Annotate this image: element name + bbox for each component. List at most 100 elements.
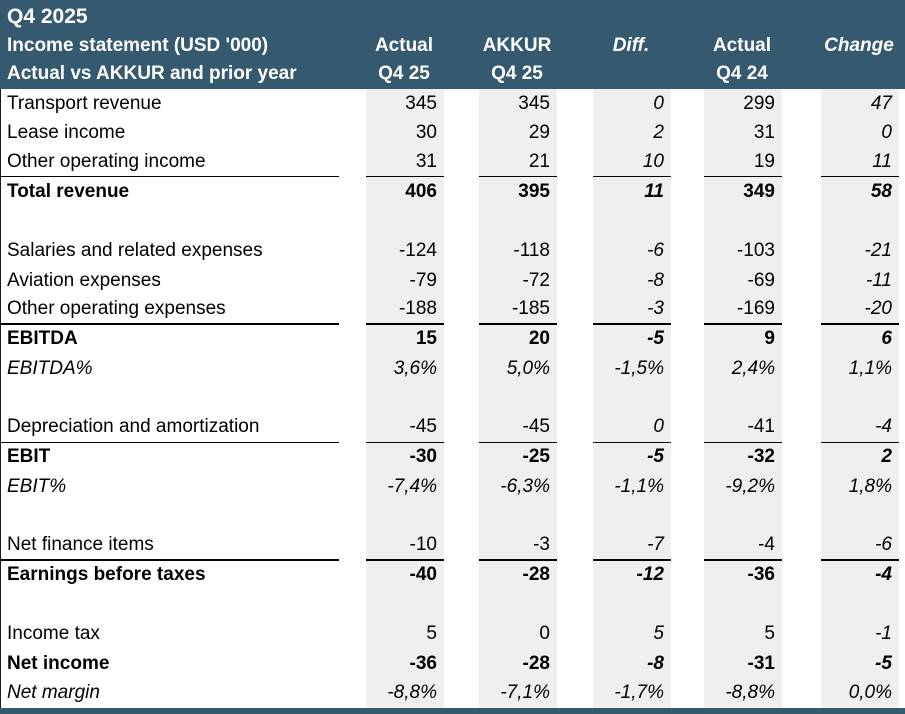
row-label: Salaries and related expenses: [7, 240, 263, 262]
column-header-actual-q425-line1: Actual: [374, 35, 434, 56]
spacer-cell: [479, 206, 557, 237]
value-cell: -10: [366, 531, 444, 561]
value-cell: 30: [366, 118, 444, 148]
value-cell: 58: [821, 177, 899, 207]
spacer-cell: [704, 501, 782, 532]
column-header-actual-q424-line2: Q4 24: [716, 63, 768, 84]
row-label: Depreciation and amortization: [1, 413, 339, 443]
value-cell: -9,2%: [704, 472, 782, 502]
table-body: Transport revenue 345 345 0 299 47 Lease incom…: [0, 89, 905, 708]
value-cell: -4: [704, 531, 782, 561]
value-cell: -188: [366, 295, 444, 325]
value-cell: 29: [479, 118, 557, 148]
value-cell: -45: [366, 413, 444, 443]
value-cell: -124: [366, 236, 444, 266]
value-cell: 31: [704, 118, 782, 148]
value-cell: 9: [704, 324, 782, 355]
value-cell: -21: [821, 236, 899, 266]
row-label: Total revenue: [7, 181, 130, 203]
spacer-cell: [366, 589, 444, 620]
value-cell: -36: [366, 648, 444, 679]
value-cell: -4: [821, 560, 899, 590]
spacer-row: [1, 501, 905, 532]
column-header-diff: Diff.: [612, 35, 650, 56]
value-cell: -6: [593, 236, 671, 266]
spacer-cell: [821, 383, 899, 414]
column-header-change: Change: [824, 35, 894, 56]
value-cell: -69: [704, 265, 782, 296]
value-cell: 2: [821, 442, 899, 473]
value-cell: 0: [593, 89, 671, 119]
table-row: Other operating expenses -188 -185 -3 -169 -2…: [1, 295, 905, 325]
value-cell: -30: [366, 442, 444, 473]
value-cell: 47: [821, 89, 899, 119]
row-label: EBIT%: [7, 475, 67, 497]
value-cell: -28: [479, 560, 557, 590]
value-cell: -7,4%: [366, 472, 444, 502]
spacer-row: [1, 383, 905, 414]
value-cell: 1,1%: [821, 354, 899, 384]
value-cell: -3: [593, 295, 671, 325]
table-header: Q4 2025 Income statement (USD '000) Actu…: [0, 0, 905, 89]
table-row: Aviation expenses -79 -72 -8 -69 -11: [1, 265, 905, 296]
value-cell: 6: [821, 324, 899, 355]
statement-subtitle: Income statement (USD '000): [7, 35, 269, 56]
value-cell: 2: [593, 118, 671, 148]
spacer-cell: [821, 206, 899, 237]
page-title: Q4 2025: [7, 5, 88, 28]
value-cell: -8: [593, 648, 671, 679]
value-cell: -6,3%: [479, 472, 557, 502]
value-cell: -185: [479, 295, 557, 325]
value-cell: 5: [593, 619, 671, 649]
table-row: Other operating income 31 21 10 19 11: [1, 147, 905, 178]
value-cell: 1,8%: [821, 472, 899, 502]
value-cell: 31: [366, 147, 444, 178]
value-cell: 395: [479, 177, 557, 207]
spacer-cell: [479, 589, 557, 620]
row-label: Earnings before taxes: [7, 564, 206, 586]
row-label: EBITDA%: [7, 357, 93, 379]
value-cell: -1,5%: [593, 354, 671, 384]
table-row: Total revenue 406 395 11 349 58: [1, 177, 905, 207]
table-row: Salaries and related expenses -124 -118 -6 -…: [1, 236, 905, 266]
value-cell: -5: [593, 442, 671, 473]
value-cell: 406: [366, 177, 444, 207]
spacer-cell: [593, 501, 671, 532]
comparison-subtitle: Actual vs AKKUR and prior year: [7, 63, 297, 84]
spacer-cell: [366, 206, 444, 237]
table-row: Depreciation and amortization -45 -45 0 -41 -…: [1, 413, 905, 443]
value-cell: 21: [479, 147, 557, 178]
value-cell: -7,1%: [479, 678, 557, 708]
row-label: EBITDA: [7, 328, 78, 350]
value-cell: -118: [479, 236, 557, 266]
value-cell: -25: [479, 442, 557, 473]
spacer-row: [1, 589, 905, 620]
value-cell: -3: [479, 531, 557, 561]
column-header-akkur-q425-line1: AKKUR: [482, 35, 552, 56]
value-cell: -169: [704, 295, 782, 325]
row-label: Net finance items: [1, 531, 339, 561]
row-label: Transport revenue: [7, 92, 162, 114]
row-label: Net margin: [7, 682, 100, 704]
value-cell: -103: [704, 236, 782, 266]
value-cell: -8,8%: [704, 678, 782, 708]
value-cell: -11: [821, 265, 899, 296]
spacer-cell: [479, 501, 557, 532]
value-cell: -20: [821, 295, 899, 325]
spacer-cell: [366, 501, 444, 532]
value-cell: 10: [593, 147, 671, 178]
bottom-accent-bar: [0, 708, 905, 714]
table-row: Net finance items -10 -3 -7 -4 -6: [1, 531, 905, 561]
table-row: Net income -36 -28 -8 -31 -5: [1, 648, 905, 679]
value-cell: 5: [366, 619, 444, 649]
value-cell: -1,7%: [593, 678, 671, 708]
value-cell: -32: [704, 442, 782, 473]
value-cell: -72: [479, 265, 557, 296]
value-cell: -8,8%: [366, 678, 444, 708]
row-label: Net income: [7, 652, 110, 674]
value-cell: -31: [704, 648, 782, 679]
value-cell: 11: [821, 147, 899, 178]
value-cell: 0: [593, 413, 671, 443]
row-label: EBIT: [7, 446, 51, 468]
spacer-cell: [704, 589, 782, 620]
